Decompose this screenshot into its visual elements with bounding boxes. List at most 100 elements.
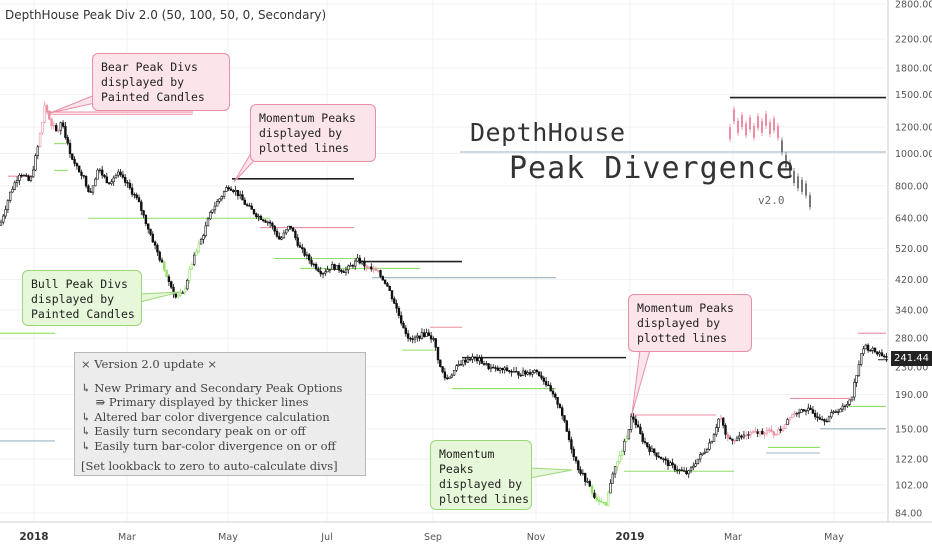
logo-candle bbox=[733, 109, 735, 122]
candle-body bbox=[666, 459, 670, 466]
candle bbox=[160, 257, 164, 263]
candle-body bbox=[144, 214, 148, 225]
candle bbox=[823, 418, 826, 426]
time-tick-label: Sep bbox=[424, 532, 442, 543]
candle-body bbox=[71, 153, 74, 160]
candle-body bbox=[496, 367, 499, 371]
candle-body bbox=[351, 265, 355, 267]
candle-body bbox=[650, 448, 654, 452]
candle-body bbox=[294, 230, 297, 239]
candle-body bbox=[206, 218, 210, 227]
candle bbox=[685, 467, 688, 476]
candle bbox=[436, 346, 440, 364]
candle bbox=[117, 169, 120, 178]
candle-body bbox=[388, 285, 391, 291]
candle-body bbox=[577, 460, 580, 471]
candle bbox=[758, 430, 762, 438]
candle bbox=[549, 382, 552, 392]
logo-candle bbox=[785, 154, 787, 167]
candle bbox=[687, 469, 690, 479]
logo-candle bbox=[781, 140, 783, 153]
candle-body bbox=[236, 189, 240, 197]
candle-body bbox=[609, 483, 612, 494]
candle-body bbox=[6, 200, 10, 210]
candle-body bbox=[84, 176, 88, 187]
candle-body bbox=[531, 372, 534, 375]
candle bbox=[616, 460, 619, 471]
candle bbox=[459, 360, 463, 366]
candle bbox=[843, 404, 847, 411]
callout-line: Bull Peak Divs bbox=[31, 277, 128, 291]
price-tick-label: 1000.00 bbox=[895, 149, 932, 160]
candle-body bbox=[358, 257, 361, 264]
candle-body bbox=[241, 194, 244, 201]
candle-body bbox=[452, 369, 456, 376]
logo-candle bbox=[797, 176, 799, 189]
candle-body bbox=[618, 455, 621, 462]
candle-body bbox=[213, 205, 217, 211]
candle-body bbox=[107, 182, 111, 184]
candle bbox=[273, 225, 276, 235]
candle-body bbox=[478, 357, 481, 362]
candle bbox=[721, 416, 725, 429]
candle bbox=[71, 153, 74, 161]
candle bbox=[324, 268, 327, 277]
candle-body bbox=[788, 417, 792, 420]
candle-body bbox=[705, 448, 709, 453]
candle-body bbox=[41, 121, 44, 134]
candle-body bbox=[687, 470, 690, 475]
candle-body bbox=[216, 201, 219, 207]
logo-candle bbox=[793, 171, 795, 184]
candle bbox=[303, 247, 306, 258]
candle-body bbox=[613, 466, 617, 475]
candle-body bbox=[455, 365, 458, 371]
candle-body bbox=[862, 348, 865, 354]
candle bbox=[777, 427, 780, 435]
candle bbox=[250, 202, 253, 210]
callout-pointer bbox=[139, 291, 181, 303]
candle bbox=[675, 465, 679, 474]
candle bbox=[827, 415, 831, 423]
candle-body bbox=[694, 463, 697, 467]
candle bbox=[245, 202, 249, 207]
candle-body bbox=[379, 270, 382, 277]
candle-body bbox=[735, 437, 739, 441]
candle-body bbox=[623, 441, 626, 452]
candle-body bbox=[772, 431, 776, 436]
candle-body bbox=[52, 125, 56, 127]
candle bbox=[643, 437, 647, 445]
candle bbox=[816, 412, 819, 422]
candle-body bbox=[209, 211, 212, 220]
candle-body bbox=[885, 356, 888, 358]
candle-body bbox=[340, 269, 343, 272]
candle-body bbox=[602, 501, 605, 504]
candle-body bbox=[652, 448, 656, 454]
time-tick-label: Nov bbox=[527, 532, 546, 543]
candle-body bbox=[307, 254, 311, 261]
candle-body bbox=[275, 230, 279, 237]
candle-body bbox=[363, 261, 366, 267]
candle bbox=[213, 201, 217, 214]
candle bbox=[678, 468, 681, 475]
candle-body bbox=[78, 165, 81, 173]
candle-body bbox=[634, 418, 638, 426]
candle bbox=[666, 457, 670, 470]
candle-body bbox=[156, 244, 159, 253]
candle bbox=[528, 368, 532, 377]
candle-body bbox=[643, 441, 647, 443]
candle-body bbox=[503, 367, 506, 371]
candle bbox=[554, 392, 557, 400]
candle-body bbox=[505, 367, 509, 372]
time-tick-label: May bbox=[824, 532, 844, 543]
candle bbox=[6, 199, 10, 214]
candle bbox=[347, 264, 350, 274]
price-tick-label: 230.00 bbox=[895, 362, 928, 373]
candle-body bbox=[802, 409, 805, 412]
candle-body bbox=[625, 438, 628, 442]
candle-body bbox=[59, 122, 63, 131]
candle-body bbox=[871, 347, 874, 351]
candle bbox=[183, 285, 187, 296]
candle bbox=[220, 195, 223, 202]
candle-body bbox=[142, 210, 145, 216]
